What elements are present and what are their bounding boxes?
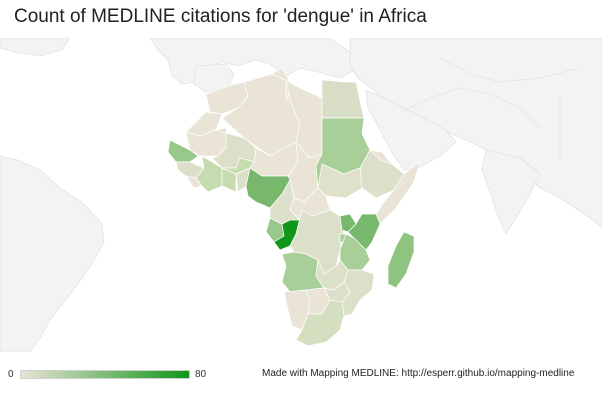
- asia-landmass: [349, 38, 602, 229]
- map-canvas[interactable]: [0, 38, 602, 352]
- country-south-africa[interactable]: [295, 299, 345, 347]
- legend-min-label: 0: [8, 369, 14, 380]
- greenland-landmass: [0, 38, 71, 57]
- country-madagascar[interactable]: [387, 231, 415, 289]
- india-landmass: [481, 149, 541, 235]
- europe-landmass: [149, 38, 359, 85]
- legend-max-label: 80: [195, 369, 207, 380]
- legend-gradient-bar: [20, 370, 190, 379]
- africa-choropleth-map[interactable]: [0, 38, 602, 352]
- asia-borders: [401, 57, 581, 158]
- americas-landmass: [0, 155, 105, 352]
- country-egypt[interactable]: [321, 79, 365, 119]
- country-somalia[interactable]: [375, 161, 421, 225]
- color-legend: 0 80 Made with Mapping MEDLINE: http://e…: [0, 362, 602, 386]
- country-ghana[interactable]: [221, 167, 237, 193]
- credit-text: Made with Mapping MEDLINE: http://esperr…: [262, 368, 575, 379]
- country-kenya[interactable]: [347, 213, 381, 251]
- map-title: Count of MEDLINE citations for 'dengue' …: [14, 6, 427, 27]
